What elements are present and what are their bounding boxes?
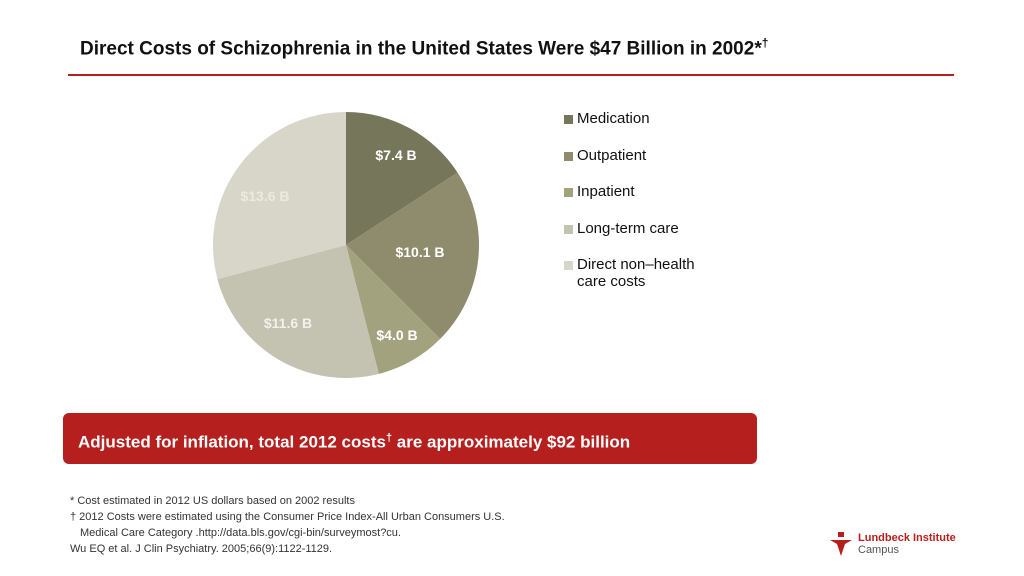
- footnote: Medical Care Category .http://data.bls.g…: [80, 527, 401, 539]
- legend: Medication Outpatient Inpatient Long-term c…: [564, 110, 727, 293]
- legend-swatch: [564, 188, 573, 197]
- legend-item: Outpatient: [564, 147, 727, 184]
- lundbeck-logo: Lundbeck Institute Campus: [830, 532, 956, 556]
- footnote: Wu EQ et al. J Clin Psychiatry. 2005;66(…: [70, 543, 333, 555]
- legend-label: Direct non–health care costs: [577, 256, 695, 290]
- data-label: $13.6 B: [240, 188, 290, 204]
- footnote: † 2012 Costs were estimated using the Co…: [70, 511, 505, 523]
- data-label: $4.0 B: [376, 327, 418, 343]
- legend-label: Outpatient: [577, 146, 647, 164]
- legend-swatch: [564, 115, 573, 124]
- lundbeck-logo-icon: [830, 532, 852, 556]
- legend-item: Long-term care: [564, 220, 727, 257]
- slide-title: Direct Costs of Schizophrenia in the Uni…: [80, 36, 769, 60]
- data-label: $7.4 B: [375, 147, 417, 163]
- legend-swatch: [564, 261, 573, 270]
- pie-slice-outpatient: [346, 172, 479, 339]
- pie-slice-long-term-care: [217, 245, 379, 378]
- legend-label: Inpatient: [577, 183, 635, 200]
- logo-subtext: Campus: [858, 544, 899, 556]
- data-label: $11.6 B: [263, 315, 313, 331]
- pie-slice-direct-non-health-care-costs: [212, 112, 346, 280]
- legend-item: Medication: [564, 110, 727, 147]
- legend-item: Direct non–health care costs: [564, 256, 727, 293]
- footnotes: * Cost estimated in 2012 US dollars base…: [70, 493, 505, 557]
- footnote: * Cost estimated in 2012 US dollars base…: [70, 495, 355, 507]
- logo-text: Lundbeck Institute: [858, 532, 956, 544]
- pie-slice-medication: [346, 112, 458, 245]
- pie-slice-inpatient: [346, 245, 441, 374]
- title-divider: [68, 74, 954, 76]
- legend-swatch: [564, 151, 573, 161]
- legend-label: Long-term care: [577, 219, 679, 237]
- legend-swatch: [564, 224, 573, 234]
- data-label: $10.1 B: [395, 244, 445, 260]
- legend-label: Medication: [577, 110, 650, 127]
- inflation-banner: Adjusted for inflation, total 2012 costs…: [63, 413, 757, 464]
- legend-item: Inpatient: [564, 183, 727, 220]
